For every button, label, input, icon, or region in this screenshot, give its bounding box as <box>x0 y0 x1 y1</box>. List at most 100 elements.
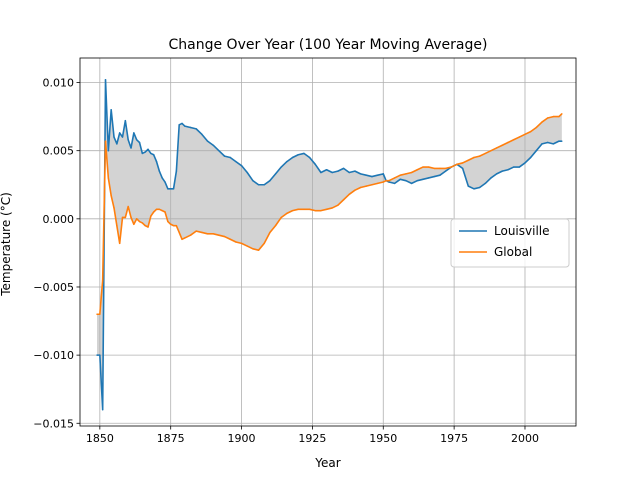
data-point-louisville <box>161 177 163 179</box>
data-point-global <box>325 208 328 210</box>
data-point-louisville <box>529 156 532 159</box>
data-point-global <box>184 237 186 239</box>
data-point-louisville <box>274 173 277 175</box>
y-tick-label: −0.015 <box>33 417 74 430</box>
data-point-global <box>158 208 161 210</box>
data-point-louisville <box>138 141 141 144</box>
data-point-louisville <box>473 188 475 190</box>
data-point-louisville <box>524 162 526 164</box>
x-tick-label: 2000 <box>511 432 539 445</box>
data-point-louisville <box>376 174 379 176</box>
data-point-global <box>303 208 305 210</box>
data-point-louisville <box>99 354 101 356</box>
data-point-louisville <box>229 156 231 159</box>
data-point-global <box>558 115 560 118</box>
y-tick-label: −0.010 <box>33 349 74 362</box>
data-point-global <box>206 233 209 235</box>
data-point-global <box>467 159 469 161</box>
data-point-global <box>116 224 118 227</box>
data-point-louisville <box>382 173 384 175</box>
data-point-louisville <box>246 171 248 174</box>
data-point-louisville <box>178 124 180 126</box>
data-point-louisville <box>410 182 413 185</box>
data-point-global <box>348 193 350 195</box>
data-point-louisville <box>439 174 441 176</box>
x-tick-label: 1850 <box>86 432 114 445</box>
data-point-louisville <box>427 177 430 179</box>
x-axis-label: Year <box>314 456 340 470</box>
data-point-global <box>518 136 521 138</box>
data-point-louisville <box>107 149 110 152</box>
data-point-global <box>212 233 214 235</box>
data-point-global <box>263 242 265 245</box>
data-point-louisville <box>164 181 166 183</box>
data-point-global <box>552 115 555 118</box>
data-point-louisville <box>495 173 498 175</box>
data-point-global <box>297 208 299 210</box>
data-point-global <box>399 174 401 176</box>
data-point-global <box>135 218 138 220</box>
y-tick-label: 0.000 <box>43 213 75 226</box>
data-point-global <box>175 224 178 227</box>
data-point-global <box>240 242 243 245</box>
data-point-global <box>365 185 367 187</box>
series-louisville <box>96 79 563 411</box>
data-point-global <box>416 169 418 171</box>
data-point-global <box>529 130 532 133</box>
data-point-global <box>252 248 254 250</box>
data-point-louisville <box>172 188 175 190</box>
data-point-louisville <box>133 132 135 134</box>
series-global <box>96 113 563 316</box>
data-point-global <box>490 149 492 152</box>
data-point-global <box>257 249 260 251</box>
data-point-louisville <box>461 167 464 170</box>
y-tick-label: 0.005 <box>43 145 75 158</box>
series-layer <box>96 79 563 411</box>
data-point-louisville <box>342 167 345 170</box>
data-point-louisville <box>181 122 183 125</box>
data-point-global <box>218 234 220 236</box>
data-point-global <box>167 220 169 223</box>
data-point-louisville <box>150 152 152 155</box>
data-point-global <box>371 184 373 186</box>
data-point-louisville <box>359 173 362 175</box>
data-point-louisville <box>212 144 214 146</box>
data-point-louisville <box>144 151 146 153</box>
data-point-global <box>110 194 112 197</box>
data-point-global <box>138 220 141 223</box>
data-point-global <box>512 139 515 141</box>
data-point-global <box>393 177 396 179</box>
data-point-global <box>104 140 107 142</box>
x-tick-label: 1875 <box>157 432 185 445</box>
data-point-louisville <box>189 126 192 129</box>
data-point-global <box>99 313 101 315</box>
data-point-louisville <box>252 179 254 182</box>
data-point-louisville <box>535 149 538 152</box>
data-point-global <box>484 152 486 155</box>
data-point-global <box>127 205 129 208</box>
data-point-louisville <box>393 182 396 185</box>
data-point-louisville <box>263 184 265 186</box>
data-point-louisville <box>235 160 237 163</box>
data-point-global <box>150 215 152 217</box>
data-point-global <box>461 162 464 164</box>
data-point-louisville <box>399 178 401 180</box>
data-point-global <box>541 121 543 123</box>
data-point-louisville <box>170 188 172 190</box>
data-point-global <box>433 167 435 170</box>
y-axis-label: Temperature (°C) <box>0 192 13 297</box>
data-point-louisville <box>490 177 492 179</box>
data-point-global <box>107 177 110 179</box>
data-point-louisville <box>348 171 350 174</box>
data-point-global <box>337 204 339 206</box>
data-point-louisville <box>297 154 299 156</box>
data-point-louisville <box>116 143 118 145</box>
data-point-louisville <box>110 109 112 111</box>
data-point-louisville <box>512 166 515 168</box>
data-point-global <box>422 166 424 168</box>
data-point-louisville <box>303 152 305 155</box>
data-point-louisville <box>501 170 504 172</box>
data-point-louisville <box>558 140 560 142</box>
data-point-global <box>195 230 197 232</box>
